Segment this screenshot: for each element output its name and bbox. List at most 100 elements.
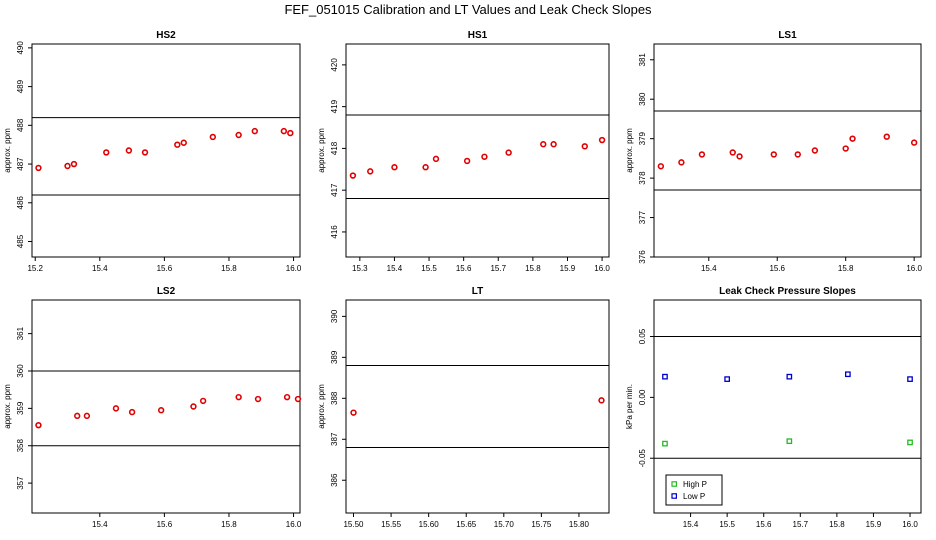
data-point <box>598 397 605 404</box>
x-tick-label: 15.5 <box>719 520 735 529</box>
chart-lt: LT approx. ppm 15.50 15.55 15.60 15.65 15.70 15… <box>317 286 610 529</box>
x-tick-label: 15.4 <box>92 264 108 273</box>
chart-title: LS2 <box>157 286 176 297</box>
y-tick-label: 380 <box>638 92 647 106</box>
plot-frame <box>31 299 301 514</box>
x-tick-label: 15.7 <box>490 264 506 273</box>
x-tick-label: 15.6 <box>456 264 472 273</box>
data-point <box>294 395 302 403</box>
data-point <box>842 145 849 152</box>
plot-frame <box>345 299 610 514</box>
y-tick-label: 359 <box>16 401 25 415</box>
y-tick-label: 490 <box>16 41 25 55</box>
data-point <box>698 151 706 158</box>
x-tick-label: 15.6 <box>157 264 173 273</box>
data-point <box>280 127 288 135</box>
chart-ls2: LS2 approx. ppm 15.4 15.6 15.8 16.0 357 358 359 3… <box>3 286 302 529</box>
data-point <box>481 153 488 160</box>
x-tick-label: 16.0 <box>902 520 918 529</box>
y-tick-label: 0.00 <box>638 389 647 405</box>
plot-frame <box>653 43 922 258</box>
data-point <box>391 164 398 171</box>
y-tick-label: 381 <box>638 53 647 67</box>
x-tick-label: 15.8 <box>829 520 845 529</box>
data-point <box>64 162 71 170</box>
data-point <box>125 147 133 154</box>
x-tick-label: 15.65 <box>456 520 477 529</box>
x-tick-label: 15.8 <box>221 520 237 529</box>
x-tick-label: 16.0 <box>594 264 610 273</box>
x-tick-label: 15.7 <box>793 520 809 529</box>
x-tick-label: 15.60 <box>419 520 440 529</box>
x-tick-label: 15.9 <box>560 264 576 273</box>
x-tick-label: 15.6 <box>756 520 772 529</box>
data-point <box>422 164 429 171</box>
x-tick-label: 15.3 <box>352 264 368 273</box>
data-point <box>907 376 913 382</box>
y-tick-label: 388 <box>330 391 339 405</box>
data-point <box>657 163 665 170</box>
y-tick-label: 486 <box>16 196 25 210</box>
x-tick-label: 15.6 <box>769 264 785 273</box>
data-point <box>786 373 793 380</box>
data-point <box>141 149 149 156</box>
data-point <box>367 168 374 175</box>
x-tick-label: 15.4 <box>701 264 717 273</box>
data-point <box>103 149 110 156</box>
data-point <box>581 143 588 150</box>
legend-label: High P <box>683 480 707 489</box>
x-tick-label: 15.9 <box>866 520 882 529</box>
data-point <box>287 129 294 137</box>
chart-hs2: HS2 approx. ppm 15.2 15.4 15.6 15.8 16.0 485 486… <box>3 30 302 273</box>
legend-marker <box>671 481 678 487</box>
y-axis-label: approx. ppm <box>317 128 326 173</box>
data-point <box>770 151 778 158</box>
x-tick-label: 16.0 <box>906 264 922 273</box>
data-point <box>678 159 685 166</box>
data-point <box>74 412 81 420</box>
data-point <box>83 412 91 420</box>
data-point <box>662 373 668 380</box>
data-point <box>180 139 187 146</box>
y-tick-label: 378 <box>638 171 647 185</box>
y-tick-label: 487 <box>16 157 25 171</box>
x-tick-label: 15.4 <box>92 520 108 529</box>
x-tick-label: 15.75 <box>531 520 552 529</box>
data-point <box>235 131 242 139</box>
data-point <box>883 133 890 140</box>
x-tick-label: 15.8 <box>838 264 854 273</box>
chart-title: HS2 <box>156 30 176 41</box>
chart-title: LT <box>472 286 483 297</box>
y-tick-label: 416 <box>330 225 339 239</box>
y-tick-label: 485 <box>16 234 25 248</box>
y-tick-label: -0.05 <box>638 449 647 468</box>
y-tick-label: 489 <box>16 79 25 93</box>
data-point <box>190 403 197 410</box>
y-tick-label: 0.05 <box>638 328 647 344</box>
y-tick-label: 358 <box>16 439 25 453</box>
plot-frame <box>653 299 922 514</box>
data-point <box>729 149 736 156</box>
y-tick-label: 376 <box>638 250 647 264</box>
data-point <box>235 393 242 401</box>
x-tick-label: 15.6 <box>157 520 173 529</box>
x-tick-label: 15.80 <box>569 520 590 529</box>
data-point <box>128 408 136 416</box>
x-tick-label: 15.50 <box>343 520 364 529</box>
data-point <box>550 141 557 148</box>
data-point <box>811 147 819 154</box>
chart-leak: Leak Check Pressure Slopes kPa per min. 15… <box>625 286 922 529</box>
y-tick-label: 386 <box>330 473 339 487</box>
plot-frame <box>31 43 301 258</box>
data-point <box>463 157 471 165</box>
y-axis-label: approx. ppm <box>3 384 12 429</box>
data-point <box>786 438 793 445</box>
chart-ls1: LS1 approx. ppm 15.4 15.6 15.8 16.0 376 377 378 3… <box>625 30 922 273</box>
x-tick-label: 16.0 <box>286 520 302 529</box>
y-tick-label: 420 <box>330 58 339 72</box>
data-point <box>35 421 42 429</box>
x-tick-label: 15.4 <box>387 264 403 273</box>
data-point <box>349 172 357 179</box>
data-point <box>35 164 42 172</box>
